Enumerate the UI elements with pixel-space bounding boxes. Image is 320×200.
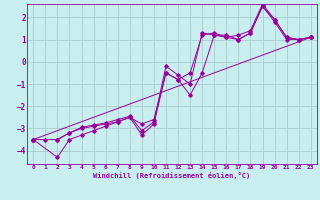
X-axis label: Windchill (Refroidissement éolien,°C): Windchill (Refroidissement éolien,°C) — [93, 172, 251, 179]
